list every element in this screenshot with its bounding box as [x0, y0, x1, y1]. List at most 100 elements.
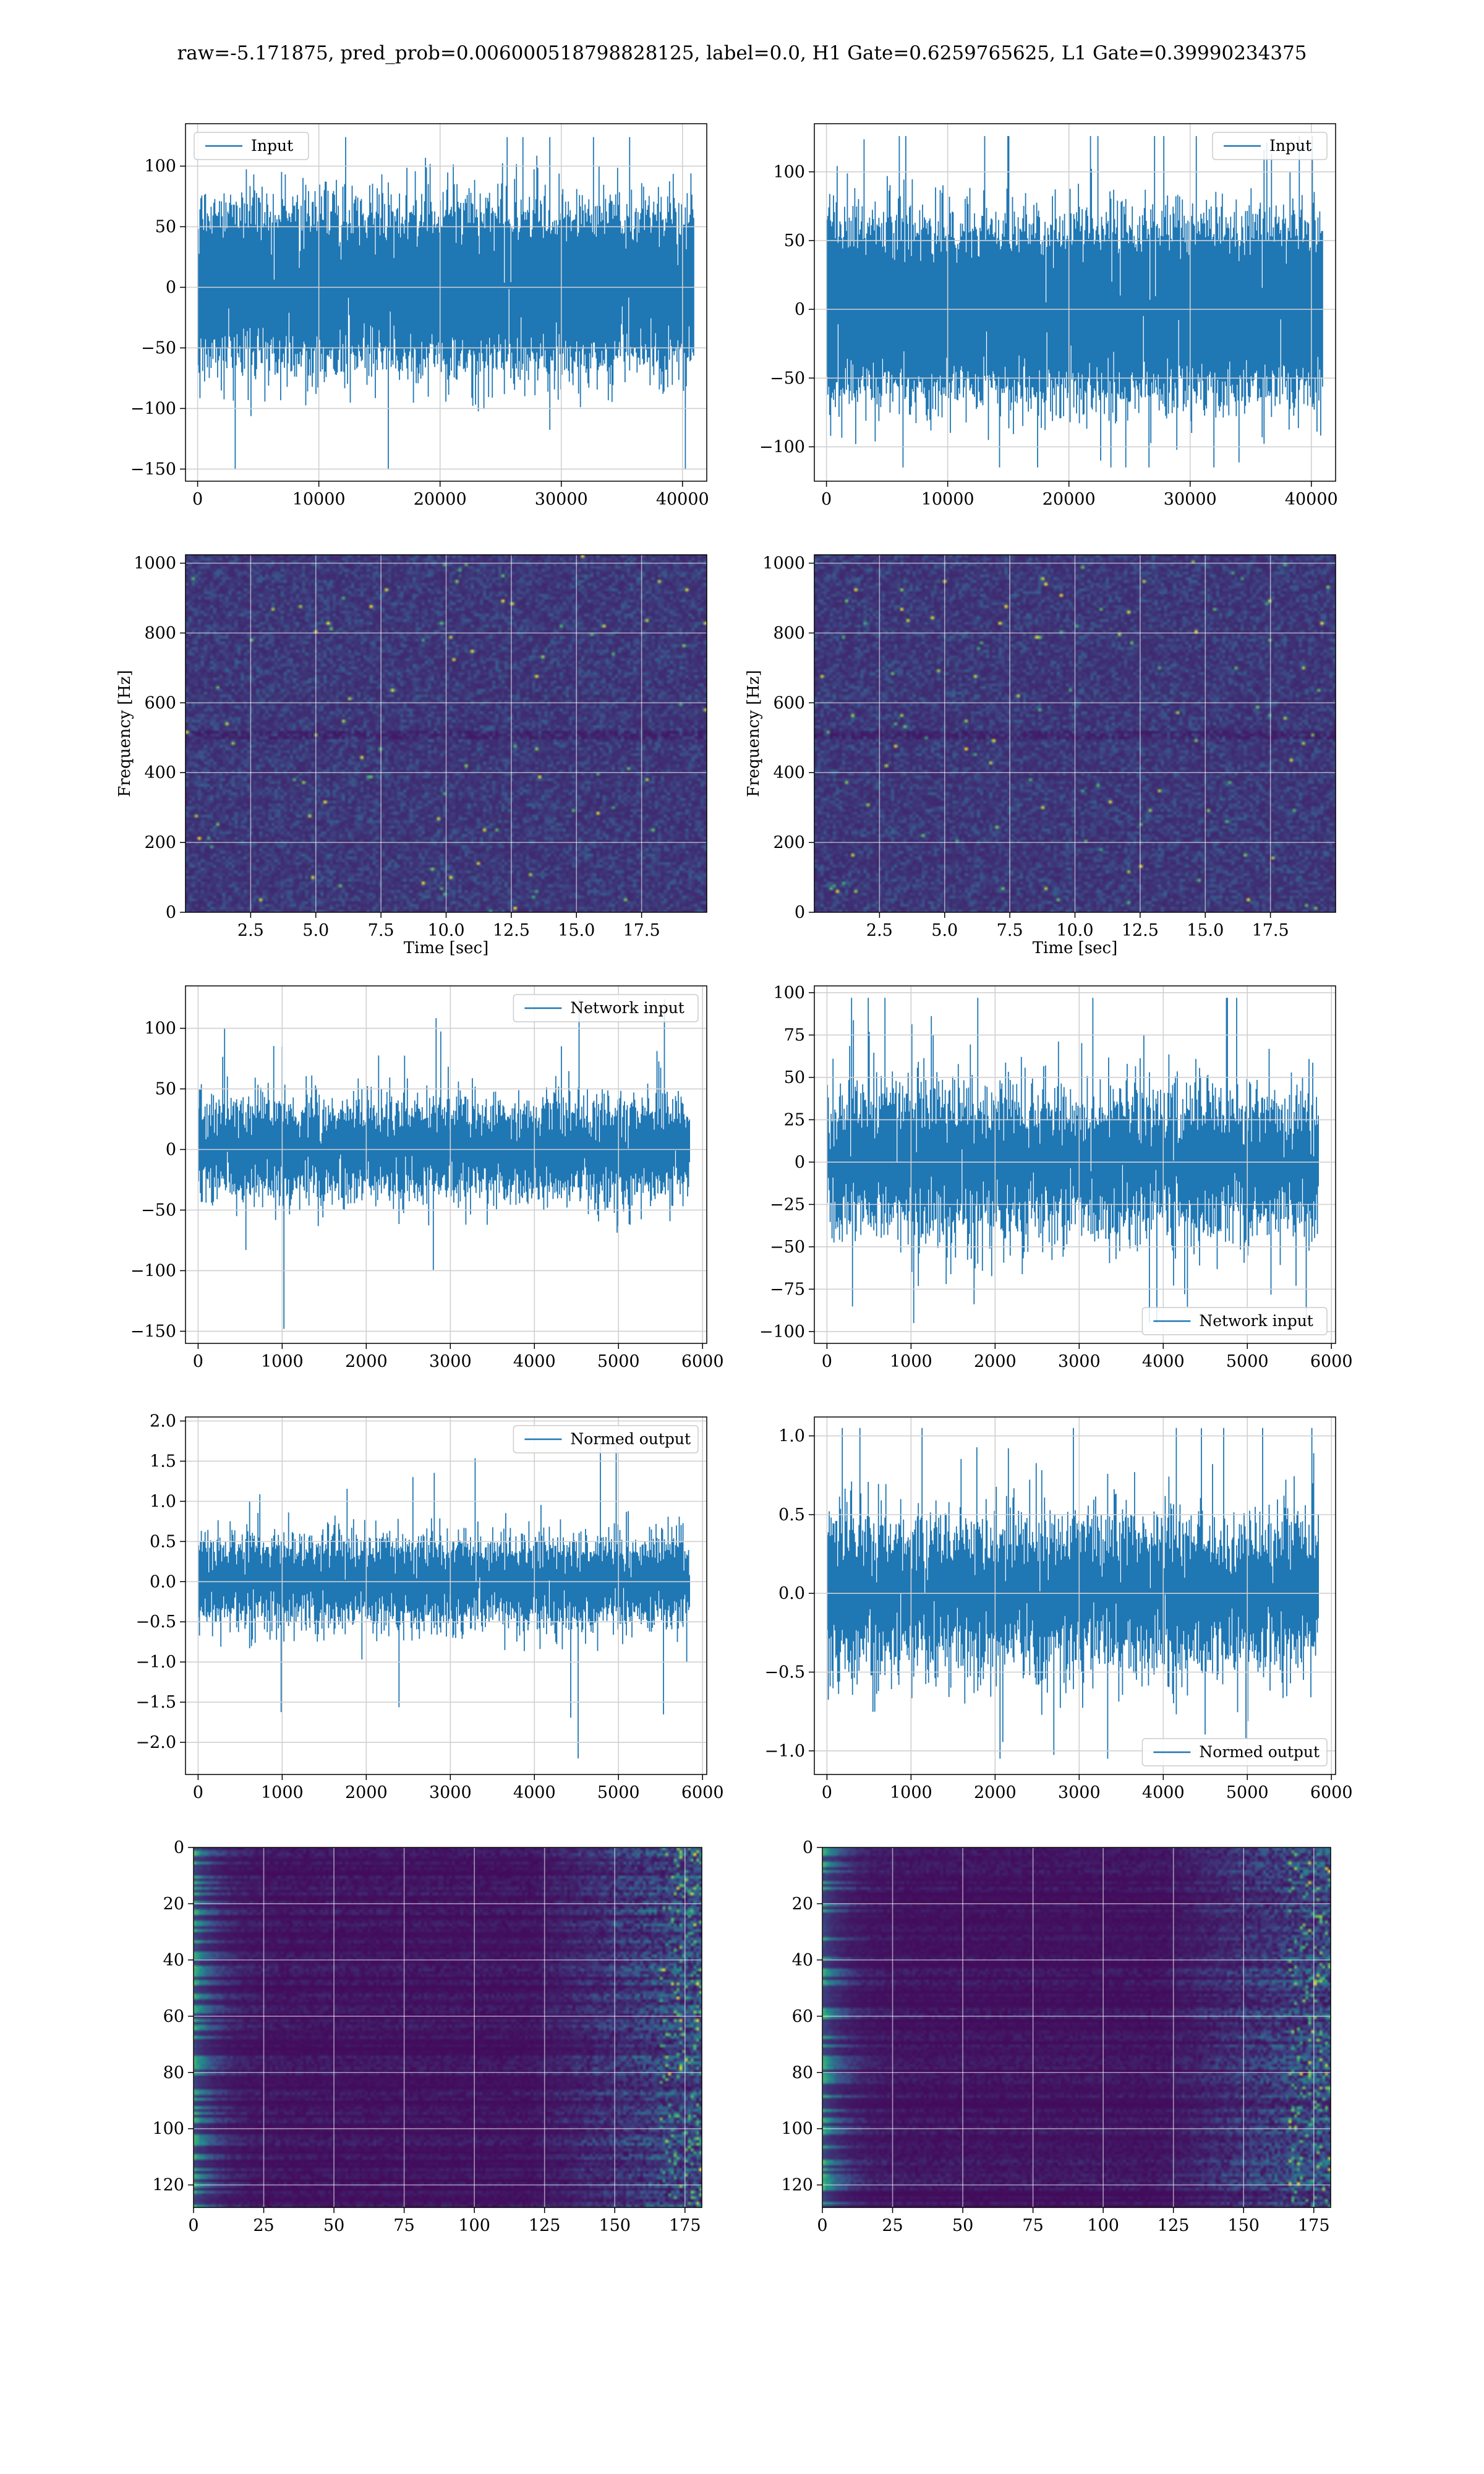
- h1-input-frame: [185, 123, 707, 482]
- h1-spectrogram-y-tick-label: 800: [144, 623, 176, 643]
- h1-network-input-series-line: [198, 999, 690, 1329]
- l1-feature-map-frame: [822, 1847, 1331, 2208]
- h1-input-x-tick-label: 20000: [414, 490, 467, 509]
- l1-network-input-y-tick-label: −50: [770, 1238, 805, 1257]
- h1-input-legend-label: Input: [251, 137, 293, 155]
- l1-normed-output-y-tick-label: 0.0: [778, 1584, 805, 1603]
- h1-spectrogram-y-tick-label: 1000: [134, 554, 176, 573]
- h1-input-legend-box: [194, 132, 309, 160]
- h1-normed-output-y-tick-label: −2.0: [135, 1733, 176, 1752]
- h1-input-x-tick-label: 40000: [656, 490, 709, 509]
- l1-network-input-y-tick-label: −25: [770, 1195, 805, 1214]
- h1-network-input-x-tick-label: 3000: [429, 1352, 472, 1371]
- h1-normed-output-y-tick-label: 0.5: [150, 1532, 176, 1551]
- h1-feature-map-y-tick-label: 0: [174, 1838, 184, 1857]
- l1-network-input-x-tick-label: 3000: [1058, 1352, 1101, 1371]
- l1-input-frame: [814, 123, 1336, 482]
- h1-network-input-x-tick-label: 1000: [261, 1352, 304, 1371]
- h1-feature-map-axes: 0 25 50 75 100 125 150 175 0 20 40 60 80 100 120: [152, 1838, 702, 2235]
- h1-spectrogram-x-tick-label: 10.0: [427, 921, 464, 940]
- h1-normed-output-y-tick-label: −1.5: [135, 1693, 176, 1712]
- h1-input-series-line: [197, 137, 694, 469]
- l1-input-x-tick-label: 10000: [921, 490, 974, 509]
- l1-network-input-y-tick-label: 100: [773, 983, 805, 1003]
- h1-network-input-legend: Network input: [513, 994, 699, 1022]
- h1-feature-map-frame: [193, 1847, 702, 2208]
- l1-spectrogram-y-tick-label: 0: [795, 903, 805, 922]
- h1-network-input-x-tick-label: 2000: [345, 1352, 388, 1371]
- l1-network-input-y-tick-label: −100: [759, 1322, 805, 1342]
- l1-network-input-y-tick-label: 25: [784, 1110, 805, 1129]
- h1-spectrogram-x-tick-label: 7.5: [368, 921, 394, 940]
- h1-feature-map-y-tick-label: 80: [163, 2063, 184, 2082]
- h1-feature-map-x-tick-label: 75: [393, 2216, 414, 2235]
- h1-network-input-y-tick-label: 50: [155, 1080, 176, 1099]
- h1-spectrogram-y-tick-label: 400: [144, 763, 176, 782]
- l1-spectrogram-y-axis-label: Frequency [Hz]: [744, 670, 763, 797]
- l1-spectrogram-x-tick-label: 5.0: [931, 921, 958, 940]
- l1-feature-map-x-tick-label: 0: [817, 2216, 827, 2235]
- h1-input-x-tick-label: 30000: [535, 490, 588, 509]
- h1-feature-map-y-tick-label: 60: [163, 2007, 184, 2026]
- l1-spectrogram-axes: 2.5 5.0 7.5 10.0 12.5 15.0 17.5 0 200 400 600 800 10…: [744, 554, 1336, 957]
- h1-network-input-y-tick-label: −100: [130, 1261, 176, 1280]
- h1-normed-output-y-tick-label: −0.5: [135, 1612, 176, 1632]
- l1-feature-map-y-tick-label: 20: [792, 1894, 813, 1914]
- h1-input-axes: 0 10000 20000 30000 40000 100 50 0 −50 −100 −150 In…: [130, 123, 709, 509]
- h1-normed-output-legend-label: Normed output: [570, 1430, 691, 1448]
- l1-input-axes: 0 10000 20000 30000 40000 100 50 0 −50 −100 Input: [759, 123, 1338, 509]
- h1-feature-map-y-tick-label: 120: [152, 2176, 184, 2195]
- h1-normed-output-x-tick-label: 1000: [261, 1783, 304, 1802]
- l1-normed-output-legend-box: [1141, 1738, 1328, 1766]
- h1-input-x-tick-label: 0: [192, 490, 203, 509]
- h1-spectrogram-axes: 2.5 5.0 7.5 10.0 12.5 15.0 17.5 0 200 400 600 800 10…: [116, 554, 707, 957]
- h1-feature-map-x-tick-label: 175: [669, 2216, 701, 2235]
- h1-network-input-legend-box: [513, 994, 699, 1022]
- l1-feature-map-y-tick-label: 100: [781, 2120, 813, 2139]
- h1-feature-map-x-tick-label: 0: [188, 2216, 198, 2235]
- h1-network-input-legend-label: Network input: [570, 999, 684, 1017]
- h1-normed-output-y-tick-label: 0.0: [150, 1572, 176, 1591]
- l1-network-input-frame: [814, 985, 1336, 1344]
- h1-normed-output-x-tick-label: 6000: [681, 1783, 724, 1802]
- h1-normed-output-y-tick-label: 2.0: [150, 1411, 176, 1431]
- h1-network-input-x-tick-label: 5000: [597, 1352, 640, 1371]
- h1-feature-map-x-tick-label: 125: [529, 2216, 561, 2235]
- l1-feature-map-x-tick-label: 75: [1022, 2216, 1043, 2235]
- l1-network-input-x-tick-label: 5000: [1226, 1352, 1269, 1371]
- l1-normed-output-y-tick-label: 0.5: [778, 1505, 805, 1525]
- h1-normed-output-x-tick-label: 2000: [345, 1783, 388, 1802]
- l1-normed-output-x-tick-label: 5000: [1226, 1783, 1269, 1802]
- h1-network-input-y-tick-label: −150: [130, 1322, 176, 1341]
- h1-feature-map-y-tick-label: 20: [163, 1894, 184, 1914]
- h1-spectrogram-x-axis-label: Time [sec]: [404, 939, 489, 957]
- h1-normed-output-legend: Normed output: [513, 1425, 699, 1453]
- l1-feature-map-x-tick-label: 25: [882, 2216, 903, 2235]
- l1-network-input-legend-box: [1141, 1307, 1328, 1335]
- l1-network-input-y-tick-label: −75: [770, 1280, 805, 1299]
- l1-normed-output-x-tick-label: 6000: [1310, 1783, 1353, 1802]
- l1-normed-output-legend-label: Normed output: [1199, 1743, 1320, 1761]
- h1-normed-output-y-tick-label: −1.0: [135, 1653, 176, 1672]
- h1-normed-output-series-line: [198, 1437, 690, 1758]
- l1-input-x-tick-label: 40000: [1285, 490, 1338, 509]
- l1-network-input-y-tick-label: 75: [784, 1025, 805, 1045]
- l1-feature-map-y-tick-label: 0: [803, 1838, 813, 1857]
- h1-feature-map-x-tick-label: 150: [599, 2216, 631, 2235]
- l1-network-input-axes: 0 1000 2000 3000 4000 5000 6000 100 75 50 25 0 −25 −5…: [759, 983, 1353, 1371]
- l1-network-input-x-tick-label: 4000: [1142, 1352, 1185, 1371]
- h1-network-input-y-tick-label: −50: [141, 1201, 176, 1220]
- l1-normed-output-x-tick-label: 4000: [1142, 1783, 1185, 1802]
- l1-input-x-tick-label: 0: [821, 490, 832, 509]
- h1-normed-output-x-tick-label: 0: [193, 1783, 203, 1802]
- h1-feature-map-heatmap-image: [194, 1847, 702, 2207]
- l1-input-y-tick-label: −50: [770, 369, 805, 388]
- h1-network-input-y-tick-label: 100: [144, 1019, 176, 1038]
- figure-title: raw=-5.171875, pred_prob=0.0060005187988…: [177, 42, 1307, 64]
- h1-feature-map-x-tick-label: 100: [458, 2216, 490, 2235]
- l1-input-series-line: [826, 136, 1323, 468]
- h1-normed-output-x-tick-label: 3000: [429, 1783, 472, 1802]
- l1-input-y-tick-label: 0: [795, 300, 805, 319]
- l1-network-input-y-tick-label: 50: [784, 1068, 805, 1087]
- h1-network-input-axes: 0 1000 2000 3000 4000 5000 6000 100 50 0 −50 −100 −1…: [130, 985, 724, 1371]
